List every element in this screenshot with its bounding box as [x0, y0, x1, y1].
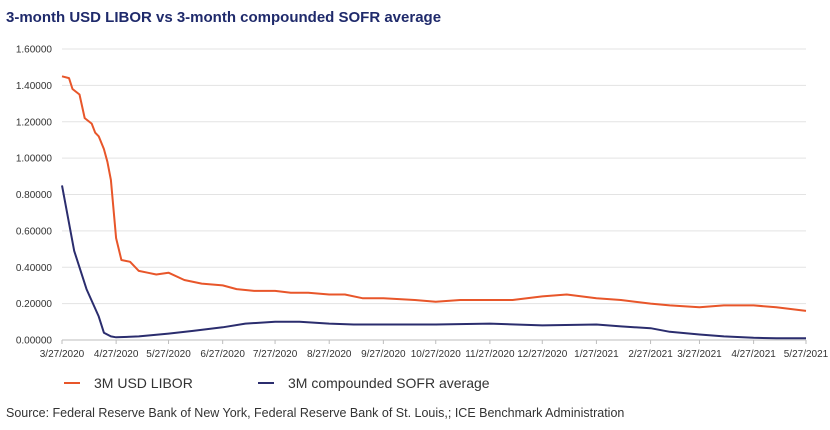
legend-swatch-libor — [64, 382, 80, 384]
y-tick-label: 1.00000 — [16, 154, 53, 165]
y-tick-label: 0.80000 — [16, 190, 53, 201]
y-tick-label: 0.20000 — [16, 299, 53, 310]
x-tick-label: 6/27/2020 — [200, 349, 245, 360]
x-tick-label: 1/27/2021 — [574, 349, 619, 360]
grid-lines — [62, 48, 806, 305]
x-tick-label: 7/27/2020 — [253, 349, 298, 360]
legend-label-sofr: 3M compounded SOFR average — [288, 375, 490, 391]
legend-swatch-sofr — [258, 382, 274, 384]
line-chart: 0.00000 0.20000 0.40000 0.60000 0.80000 1.000… — [16, 45, 829, 361]
y-tick-label: 0.60000 — [16, 226, 53, 237]
legend-label-libor: 3M USD LIBOR — [94, 375, 193, 391]
legend-item-sofr: 3M compounded SOFR average — [258, 375, 490, 391]
x-tick-label: 11/27/2020 — [465, 349, 515, 360]
x-tick-label: 4/27/2020 — [94, 349, 139, 360]
sofr-series-line — [61, 185, 806, 340]
series-lines — [61, 75, 807, 340]
y-tick-label: 0.00000 — [16, 336, 53, 347]
source-note: Source: Federal Reserve Bank of New York… — [6, 406, 625, 420]
x-tick-label: 3/27/2020 — [40, 349, 85, 360]
x-tick-label: 4/27/2021 — [731, 349, 776, 360]
legend: 3M USD LIBOR 3M compounded SOFR average — [0, 375, 830, 395]
x-tick-label: 12/27/2020 — [517, 349, 567, 360]
x-tick-label: 2/27/2021 — [628, 349, 673, 360]
legend-item-libor: 3M USD LIBOR — [64, 375, 193, 391]
x-tick-label: 8/27/2020 — [307, 349, 352, 360]
y-tick-label: 1.40000 — [16, 81, 53, 92]
x-tick-label: 5/27/2021 — [784, 349, 829, 360]
axes: 0.00000 0.20000 0.40000 0.60000 0.80000 1.000… — [16, 45, 829, 361]
y-tick-label: 1.20000 — [16, 117, 53, 128]
libor-series-line — [61, 75, 807, 312]
x-tick-label: 3/27/2021 — [677, 349, 722, 360]
y-tick-label: 0.40000 — [16, 263, 53, 274]
x-tick-label: 9/27/2020 — [361, 349, 406, 360]
x-tick-label: 5/27/2020 — [146, 349, 191, 360]
x-tick-label: 10/27/2020 — [411, 349, 461, 360]
y-tick-label: 1.60000 — [16, 45, 53, 56]
chart-title: 3-month USD LIBOR vs 3-month compounded … — [6, 9, 442, 26]
